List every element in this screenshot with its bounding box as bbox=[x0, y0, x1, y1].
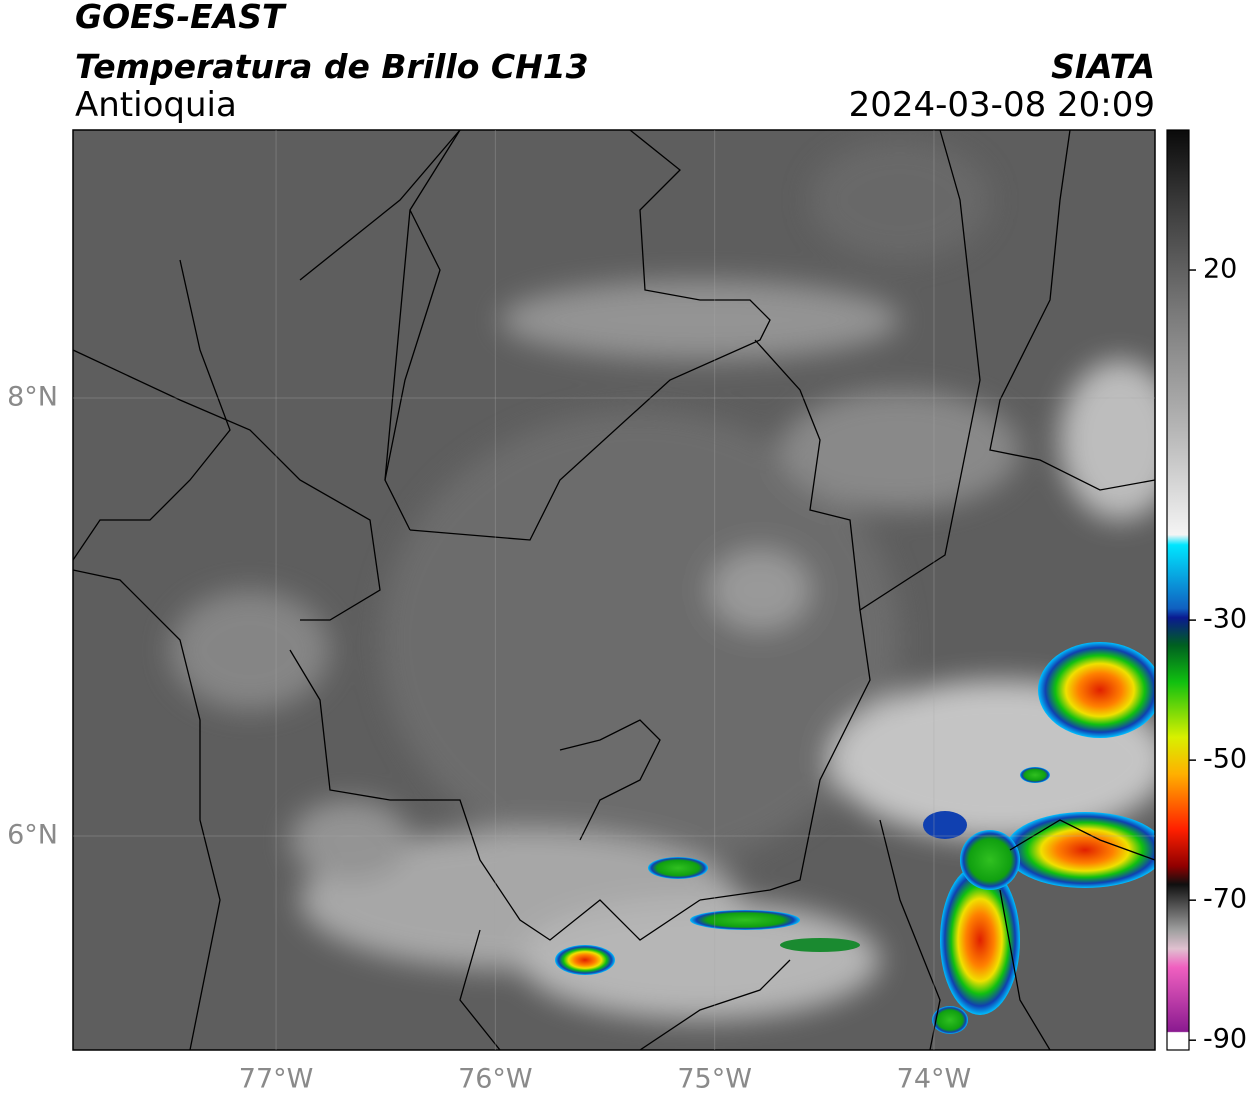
map-frame bbox=[72, 129, 1156, 1051]
product-title: Temperatura de Brillo CH13 bbox=[75, 47, 589, 86]
colorbar bbox=[1166, 129, 1190, 1051]
colorbar-tick-label: -30 bbox=[1203, 604, 1247, 635]
lat-tick-label: 6°N bbox=[7, 820, 58, 851]
colorbar-tick-label: 20 bbox=[1203, 254, 1237, 285]
colorbar-tick-label: -70 bbox=[1203, 884, 1247, 915]
lon-tick-label: 77°W bbox=[239, 1064, 314, 1095]
region-label: Antioquia bbox=[75, 85, 237, 125]
colorbar-tick-label: -90 bbox=[1203, 1024, 1247, 1055]
satellite-title: GOES-EAST bbox=[75, 0, 287, 36]
colorbar-tick-label: -50 bbox=[1203, 744, 1247, 775]
lon-tick-label: 74°W bbox=[897, 1064, 972, 1095]
lon-tick-label: 76°W bbox=[458, 1064, 533, 1095]
lon-tick-label: 75°W bbox=[677, 1064, 752, 1095]
satellite-image bbox=[73, 130, 1155, 1050]
lat-tick-label: 8°N bbox=[7, 382, 58, 413]
source-label: SIATA bbox=[1051, 47, 1155, 86]
datetime-label: 2024-03-08 20:09 bbox=[849, 85, 1155, 125]
